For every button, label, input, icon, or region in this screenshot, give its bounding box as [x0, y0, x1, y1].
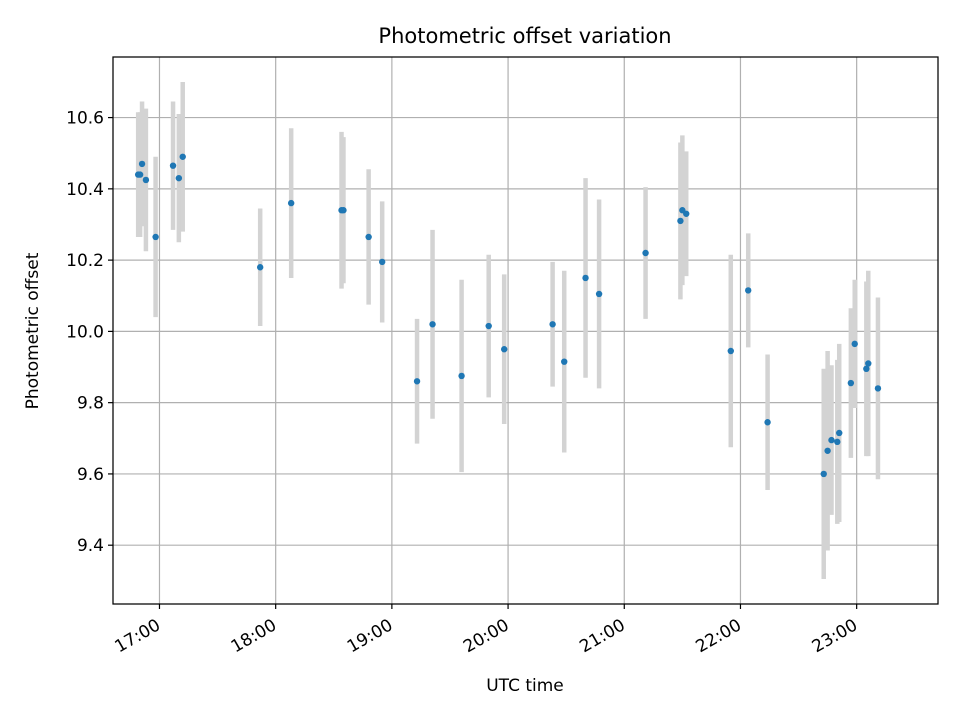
- data-point: [142, 176, 150, 184]
- data-point: [340, 207, 347, 214]
- data-point: [828, 436, 835, 444]
- data-point: [727, 347, 734, 355]
- plot-frame: [112, 56, 939, 605]
- data-point: [549, 321, 556, 328]
- data-point: [365, 233, 372, 241]
- data-point: [458, 372, 465, 380]
- data-point: [287, 199, 295, 207]
- data-point: [138, 160, 146, 168]
- data-point: [500, 346, 508, 353]
- data-point: [851, 340, 858, 348]
- data-point: [683, 210, 690, 217]
- data-point: [179, 153, 186, 160]
- data-point: [256, 264, 264, 271]
- data-point: [745, 287, 752, 294]
- data-point: [677, 217, 684, 225]
- data-point: [561, 358, 568, 365]
- plot-area: [113, 57, 938, 604]
- data-point: [824, 447, 831, 454]
- data-point: [169, 162, 177, 169]
- y-tick-label: 9.4: [77, 536, 104, 556]
- y-tick-label: 10.6: [66, 109, 104, 129]
- data-point: [582, 274, 589, 282]
- data-point: [863, 365, 870, 373]
- data-point: [152, 233, 159, 241]
- data-point: [378, 258, 386, 266]
- data-point: [834, 438, 841, 446]
- chart-title: Photometric offset variation: [378, 24, 671, 48]
- x-axis-title: UTC time: [486, 676, 564, 696]
- data-point: [175, 174, 183, 182]
- y-tick-label: 9.8: [77, 394, 104, 414]
- y-tick-label: 9.6: [77, 465, 104, 485]
- y-tick-label: 10.4: [66, 180, 104, 200]
- data-point: [413, 378, 421, 385]
- data-point: [642, 249, 649, 257]
- y-tick-label: 10.0: [66, 322, 104, 342]
- grid: [113, 57, 938, 604]
- data-point: [836, 429, 843, 437]
- y-tick-label: 10.2: [66, 251, 104, 271]
- data-point: [485, 322, 492, 330]
- y-axis-title: Photometric offset: [23, 252, 43, 409]
- data-point: [429, 321, 436, 328]
- data-points: [134, 153, 882, 478]
- data-point: [595, 290, 603, 298]
- data-point: [847, 379, 855, 387]
- data-point: [820, 470, 827, 478]
- data-point: [136, 171, 144, 178]
- data-point: [764, 419, 771, 426]
- data-point: [874, 385, 882, 392]
- data-point: [865, 360, 872, 367]
